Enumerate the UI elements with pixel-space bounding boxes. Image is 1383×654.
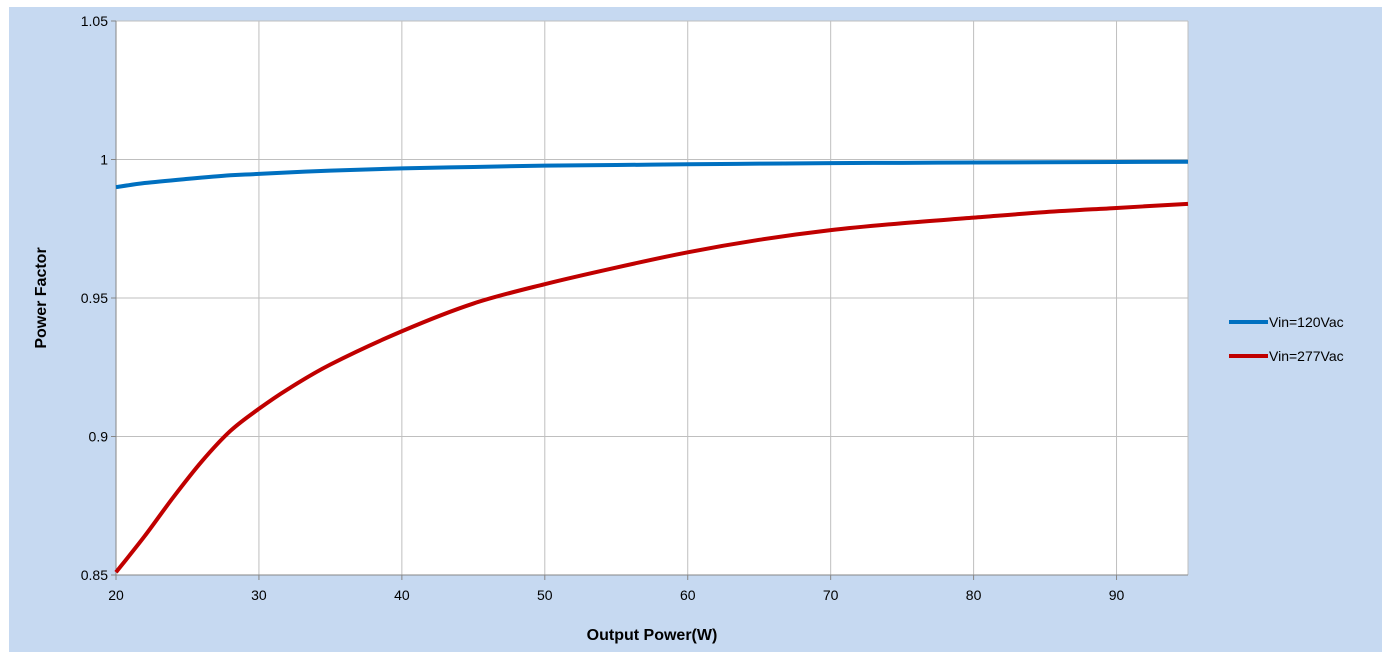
legend: Vin=120Vac Vin=277Vac (1229, 314, 1344, 364)
y-tick-label-0: 0.85 (81, 567, 108, 583)
x-tick-label-60: 60 (680, 587, 696, 603)
y-tick-label-2: 0.95 (81, 290, 108, 306)
horizontal-gridlines (111, 20, 1188, 576)
x-tick-label-80: 80 (966, 587, 982, 603)
x-tick-label-70: 70 (823, 587, 839, 603)
y-tick-labels: 0.85 0.9 0.95 1 1.05 (81, 13, 108, 583)
y-tick-label-1: 0.9 (89, 429, 109, 445)
y-axis-title: Power Factor (33, 247, 50, 348)
x-axis-title: Output Power(W) (587, 627, 718, 644)
x-tick-label-90: 90 (1109, 587, 1125, 603)
legend-label-2: Vin=277Vac (1269, 348, 1344, 364)
y-tick-label-3: 1 (100, 152, 108, 168)
x-tick-label-30: 30 (251, 587, 267, 603)
legend-label-1: Vin=120Vac (1269, 314, 1344, 330)
x-tick-label-20: 20 (108, 587, 124, 603)
series-lines (114, 159, 1189, 574)
series-line-1 (115, 159, 1189, 190)
series-line-2 (114, 201, 1189, 574)
y-tick-label-4: 1.05 (81, 13, 108, 29)
x-tick-label-50: 50 (537, 587, 553, 603)
x-tick-label-40: 40 (394, 587, 410, 603)
x-tick-labels: 20 30 40 50 60 70 80 90 (108, 587, 1124, 603)
